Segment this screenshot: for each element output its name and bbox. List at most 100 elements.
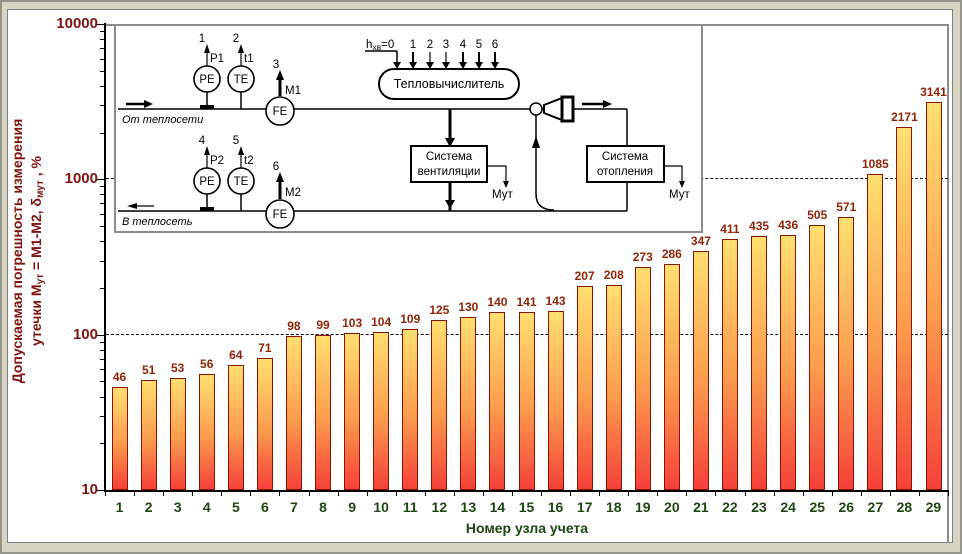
bar bbox=[140, 380, 157, 490]
pressure-sensor-1: PE 1 P1 bbox=[193, 33, 224, 109]
x-tick-label: 13 bbox=[460, 499, 477, 515]
heat-computer-box bbox=[378, 68, 520, 100]
bar bbox=[896, 127, 913, 490]
svg-text:FE: FE bbox=[273, 209, 288, 221]
x-tick-label: 19 bbox=[634, 499, 651, 515]
nozzle-icon bbox=[543, 96, 563, 122]
y-minor-tick bbox=[100, 186, 105, 188]
svg-text:TE: TE bbox=[234, 74, 249, 86]
x-tick-label: 12 bbox=[431, 499, 448, 515]
y-tick bbox=[97, 179, 105, 181]
vent-label-2: вентиляции bbox=[418, 166, 481, 178]
svg-text:FE: FE bbox=[273, 106, 288, 118]
bar-value-label: 143 bbox=[545, 293, 566, 308]
flow-right-arrow bbox=[126, 100, 153, 108]
x-tick-label: 5 bbox=[231, 499, 240, 515]
x-tick bbox=[453, 491, 455, 496]
x-tick-label: 11 bbox=[402, 499, 418, 515]
bar bbox=[315, 335, 331, 490]
signal-4: 4 bbox=[460, 39, 467, 51]
y-minor-tick bbox=[100, 341, 105, 343]
x-tick-label: 18 bbox=[605, 499, 622, 515]
bar bbox=[198, 373, 215, 490]
x-tick bbox=[599, 491, 601, 496]
x-tick bbox=[279, 491, 281, 496]
y-minor-tick bbox=[100, 70, 105, 72]
y-minor-tick bbox=[100, 85, 105, 87]
bar-value-label: 571 bbox=[836, 200, 857, 215]
vent-down-arrows bbox=[445, 138, 455, 209]
x-tick-label: 4 bbox=[202, 499, 211, 515]
x-tick-label: 8 bbox=[319, 499, 327, 515]
vent-label-1: Система bbox=[426, 151, 473, 163]
bar-value-label: 1085 bbox=[861, 156, 889, 171]
svg-text:t1: t1 bbox=[244, 53, 254, 65]
svg-text:1: 1 bbox=[199, 33, 205, 45]
bar bbox=[867, 173, 884, 490]
x-tick bbox=[918, 491, 920, 496]
y-minor-tick bbox=[100, 194, 105, 196]
svg-text:5: 5 bbox=[233, 135, 239, 147]
bar bbox=[605, 285, 622, 490]
bar-value-label: 2171 bbox=[891, 110, 918, 124]
svg-text:P1: P1 bbox=[210, 53, 224, 65]
x-tick-label: 6 bbox=[260, 499, 269, 515]
bar bbox=[634, 266, 651, 490]
bar-value-label: 273 bbox=[632, 249, 653, 264]
svg-text:PE: PE bbox=[199, 74, 215, 86]
bar-value-label: 207 bbox=[574, 268, 595, 283]
y-minor-tick bbox=[100, 39, 105, 41]
y-minor-tick bbox=[100, 443, 105, 445]
svg-text:3: 3 bbox=[273, 59, 279, 71]
x-tick bbox=[773, 491, 775, 496]
ventilation-box bbox=[410, 145, 488, 183]
x-tick bbox=[686, 491, 688, 496]
heat-computer-label: Тепловычислитель bbox=[394, 77, 505, 91]
bar bbox=[285, 336, 302, 490]
bar bbox=[373, 332, 390, 490]
x-tick-label: 22 bbox=[722, 499, 738, 515]
after-valve-arrow bbox=[582, 100, 612, 108]
y-tick bbox=[97, 490, 105, 491]
x-tick bbox=[337, 491, 339, 496]
svg-text:M1: M1 bbox=[285, 85, 301, 97]
heat-label-2: отопления bbox=[597, 166, 653, 178]
y-minor-tick bbox=[100, 203, 105, 205]
x-tick bbox=[628, 491, 630, 496]
x-tick bbox=[948, 491, 949, 496]
bar bbox=[402, 328, 419, 490]
y-minor-tick bbox=[100, 213, 105, 215]
svg-text:Мут: Мут bbox=[492, 189, 513, 201]
x-tick bbox=[889, 491, 891, 496]
pressure-sensor-2: PE 4 P2 bbox=[193, 135, 224, 211]
x-tick bbox=[395, 491, 397, 496]
x-tick-label: 20 bbox=[664, 499, 680, 515]
signal-1: 1 bbox=[410, 39, 416, 51]
y-minor-tick bbox=[100, 132, 105, 134]
bar bbox=[809, 225, 826, 490]
y-tick-label: 1000 bbox=[64, 170, 98, 188]
bar-value-label: 435 bbox=[749, 218, 770, 233]
x-axis-line bbox=[104, 490, 949, 492]
svg-text:M2: M2 bbox=[285, 187, 301, 199]
svg-text:TE: TE bbox=[234, 176, 249, 188]
y-minor-tick bbox=[100, 58, 105, 60]
hxw-label: hхв=0 bbox=[366, 39, 394, 52]
x-tick-label: 1 bbox=[115, 499, 124, 515]
bar-value-label: 286 bbox=[661, 246, 682, 261]
to-heat-network-label: В теплосеть bbox=[122, 216, 193, 228]
x-tick-label: 27 bbox=[867, 499, 884, 515]
bar-value-label: 347 bbox=[690, 233, 711, 248]
x-tick bbox=[366, 491, 368, 496]
bar bbox=[227, 364, 244, 490]
x-tick-label: 26 bbox=[838, 499, 855, 515]
x-axis-title: Номер узла учета bbox=[465, 520, 589, 536]
svg-text:4: 4 bbox=[199, 135, 206, 147]
flow-sensor-2: FE 6 M2 bbox=[265, 161, 301, 229]
bar bbox=[460, 317, 477, 490]
bar bbox=[344, 332, 361, 490]
y-minor-tick bbox=[100, 358, 105, 360]
y-tick-label: 10000 bbox=[56, 15, 98, 32]
x-tick-label: 17 bbox=[576, 499, 593, 515]
